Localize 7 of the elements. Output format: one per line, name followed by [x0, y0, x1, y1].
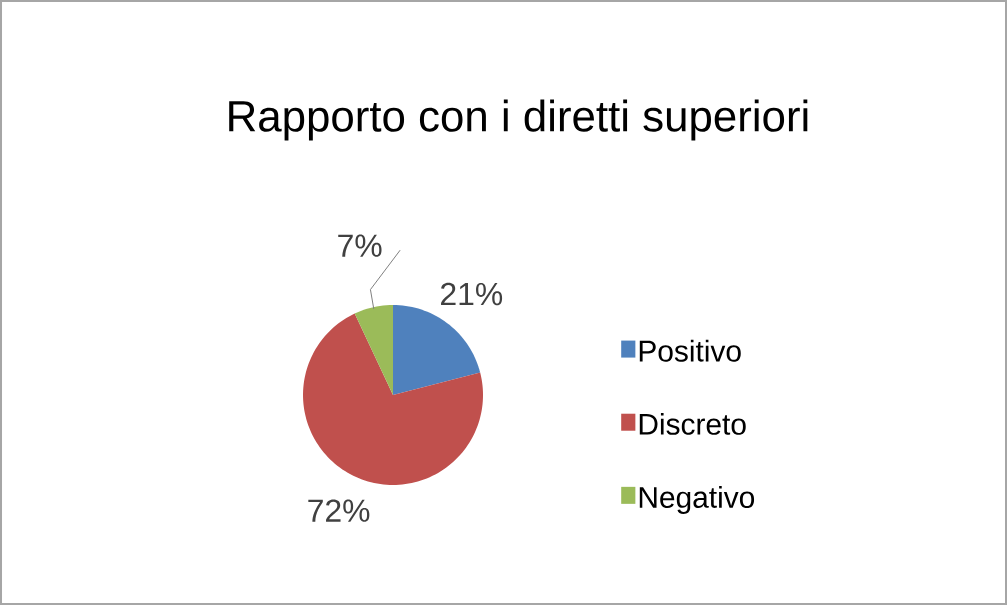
- chart-title: Rapporto con i diretti superiori: [229, 99, 808, 141]
- legend-label: Discreto: [639, 412, 746, 435]
- data-label: 7%: [338, 234, 382, 257]
- data-label: 21%: [441, 282, 503, 306]
- data-label: 72%: [308, 499, 370, 522]
- legend-label: Negativo: [639, 486, 755, 514]
- legend-label: Positivo: [639, 339, 741, 362]
